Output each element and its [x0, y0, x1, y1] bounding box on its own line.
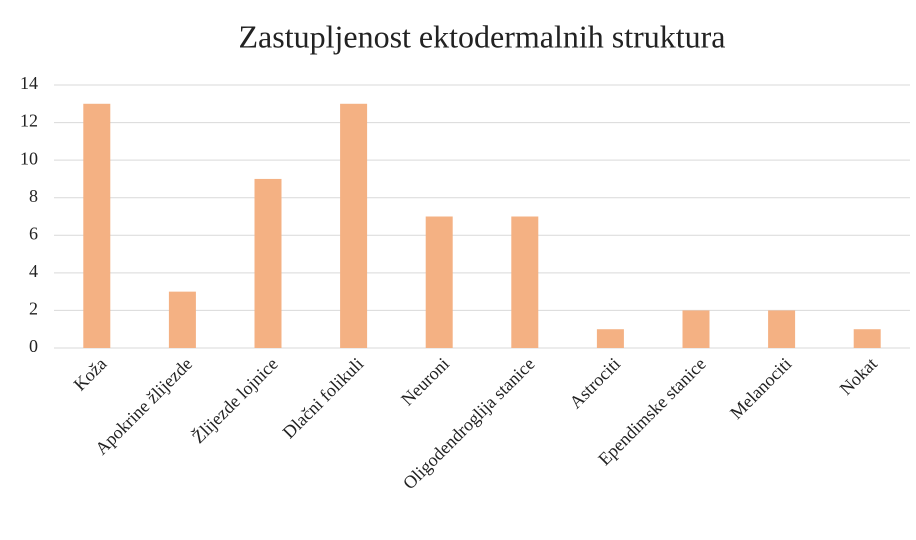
x-tick-label: Koža — [70, 354, 111, 395]
x-tick-label: Melanociti — [726, 354, 795, 423]
bar — [511, 216, 539, 348]
y-tick-label: 4 — [29, 261, 38, 281]
x-tick-label: Nokat — [836, 354, 881, 399]
bar — [83, 103, 111, 349]
y-tick-label: 14 — [20, 73, 38, 93]
x-tick-label: Žlijezde lojnice — [187, 353, 281, 447]
bar — [425, 216, 453, 348]
bar — [853, 329, 881, 348]
x-tick-label: Astrociti — [565, 354, 624, 413]
y-tick-label: 6 — [29, 223, 38, 243]
y-tick-label: 10 — [20, 148, 38, 168]
x-tick-label: Neuroni — [397, 354, 453, 410]
chart-title: Zastupljenost ektodermalnih struktura — [239, 18, 726, 54]
x-tick-label: Dlačni folikuli — [279, 354, 368, 443]
y-tick-label: 2 — [29, 299, 38, 319]
y-tick-label: 8 — [29, 186, 38, 206]
y-tick-label: 0 — [29, 336, 38, 356]
bar — [596, 329, 624, 348]
bar — [254, 178, 282, 348]
y-tick-label: 12 — [20, 111, 38, 131]
bar — [340, 103, 368, 349]
bar — [682, 310, 710, 348]
bar — [768, 310, 796, 348]
bar — [168, 291, 196, 348]
